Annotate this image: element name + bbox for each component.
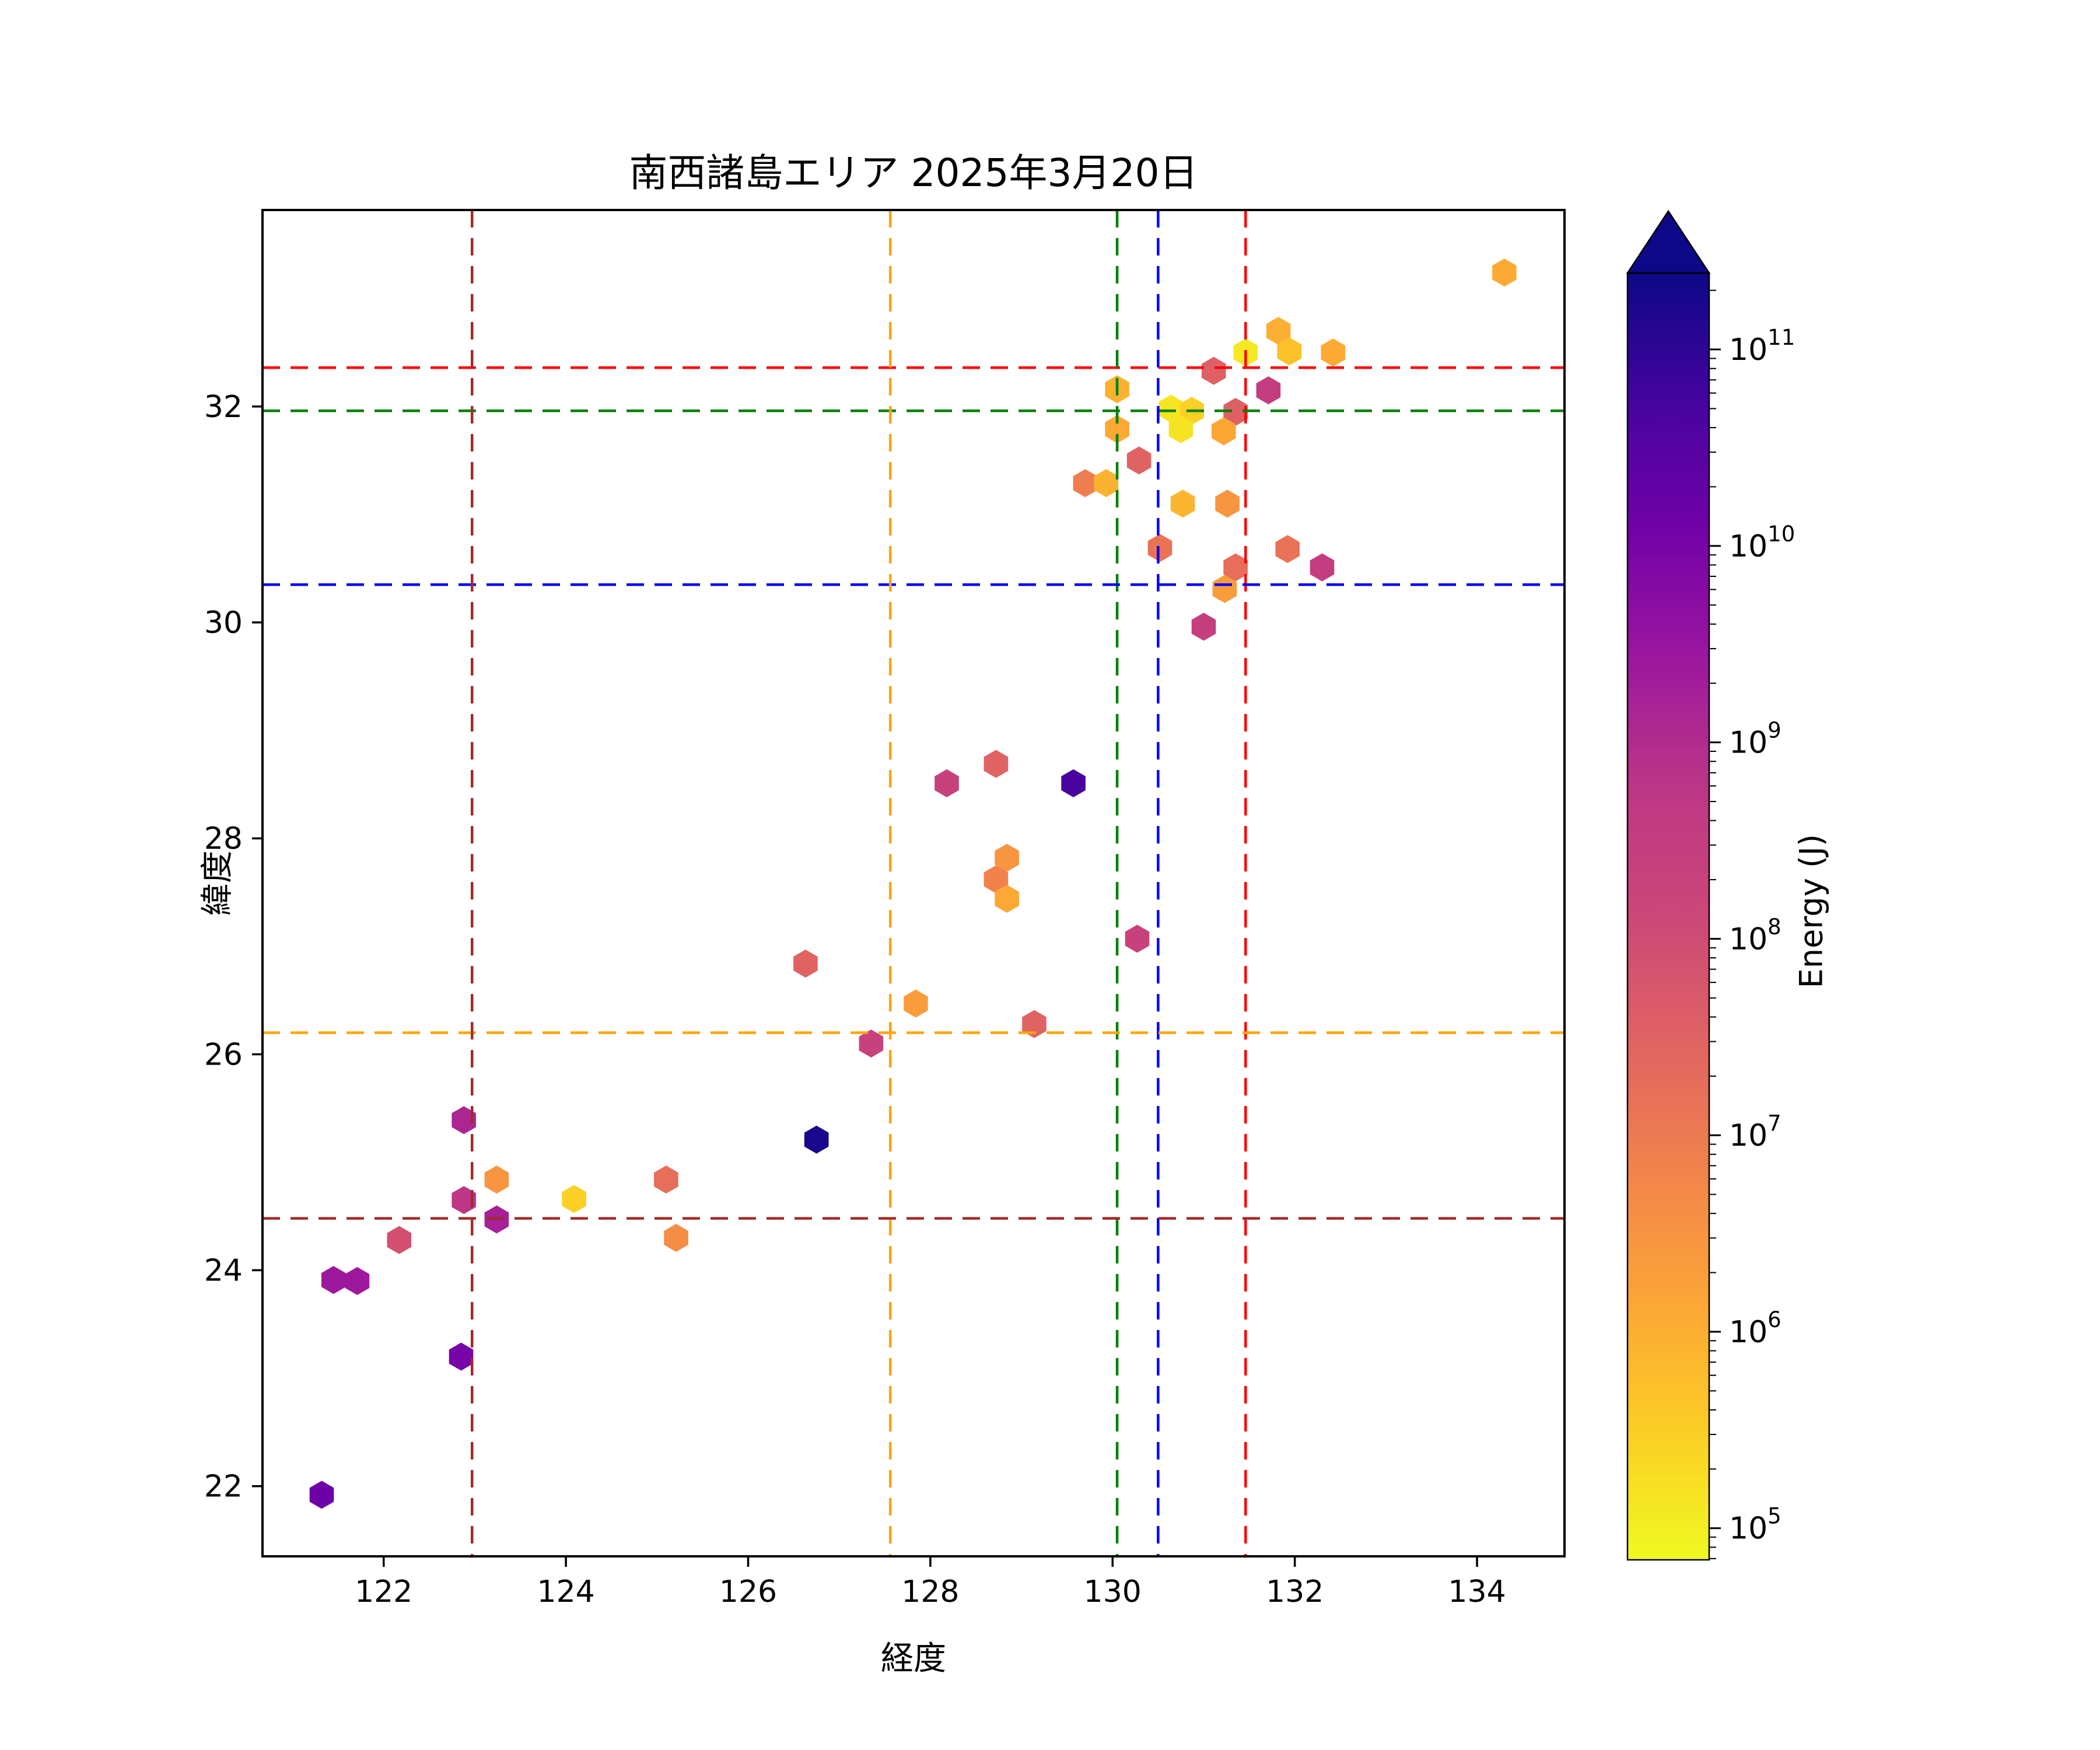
x-tick-label: 128 (901, 1574, 959, 1609)
colorbar-extend-arrow (1626, 209, 1711, 274)
data-point-hex (1223, 553, 1248, 582)
data-point-hex (1215, 489, 1240, 518)
data-point-hex (1105, 415, 1129, 443)
data-point-hex (1201, 356, 1226, 385)
data-point-hex (1191, 612, 1216, 641)
y-tick-label: 28 (204, 821, 243, 856)
data-point-hex (984, 865, 1009, 894)
data-point-hex (1147, 534, 1172, 562)
data-point-hex (654, 1166, 678, 1194)
data-point-hex (1492, 258, 1517, 287)
x-tick-label: 132 (1266, 1574, 1324, 1609)
y-tick-label: 24 (204, 1254, 243, 1289)
y-tick-label: 26 (204, 1037, 243, 1072)
data-point-hex (387, 1226, 412, 1254)
y-axis-label: 緯度 (198, 850, 237, 916)
colorbar-label: Energy (J) (1793, 834, 1830, 989)
colorbar: 105 106 107 108 109 1010 1011 (1626, 209, 1795, 1561)
x-tick-label: 124 (537, 1574, 594, 1609)
data-point-hex (345, 1267, 370, 1295)
data-point-hex (449, 1342, 474, 1371)
y-tick-label: 30 (204, 606, 243, 640)
x-axis-label: 経度 (881, 1640, 946, 1678)
data-point-hex (984, 750, 1009, 778)
x-tick-label: 122 (355, 1574, 412, 1609)
colorbar-tick-label: 1011 (1729, 325, 1795, 368)
colorbar-tick-label: 109 (1729, 718, 1782, 761)
data-point-hex (321, 1266, 346, 1294)
data-point-hex (1266, 317, 1291, 345)
colorbar-tick-label: 108 (1729, 914, 1782, 957)
data-point-hex (1061, 769, 1086, 797)
data-point-hex (309, 1480, 334, 1509)
plot-area: 122 124 126 128 130 132 134 22 24 26 28 30 32 (204, 209, 1566, 1609)
plot-border (261, 209, 1566, 1558)
data-point-hex (1212, 575, 1237, 603)
data-point-hex (484, 1166, 509, 1194)
y-tick-label: 32 (204, 390, 243, 425)
data-point-hex (1125, 925, 1150, 953)
data-point-hex (1275, 535, 1300, 564)
data-point-hex (1223, 398, 1248, 426)
data-point-hex (562, 1185, 586, 1213)
data-point-hex (1168, 415, 1194, 443)
chart-title: 南西諸島エリア 2025年3月20日 (629, 150, 1198, 195)
data-point-hex (664, 1224, 688, 1252)
colorbar-tick-label: 106 (1729, 1307, 1782, 1350)
data-point-hex (1073, 469, 1098, 498)
colorbar-tick-label: 105 (1729, 1504, 1782, 1546)
data-point-hex (995, 884, 1019, 913)
data-point-hex (1126, 446, 1152, 475)
data-point-hex (1310, 553, 1335, 582)
data-point-hex (1170, 489, 1195, 518)
data-point-hex (1158, 394, 1183, 423)
data-point-hex (935, 769, 959, 797)
data-point-hex (1022, 1010, 1046, 1038)
data-point-hex (1321, 338, 1346, 367)
data-point-hex (804, 1125, 829, 1154)
data-point-hex (1094, 469, 1119, 498)
data-point-hex (1212, 417, 1236, 446)
colorbar-gradient (1628, 273, 1709, 1560)
data-point-hex (1256, 376, 1281, 405)
data-point-hex (1277, 337, 1302, 366)
data-point-hex (793, 949, 818, 978)
data-point-hex (452, 1186, 476, 1214)
x-tick-label: 134 (1448, 1574, 1506, 1609)
x-tick-label: 126 (719, 1574, 777, 1609)
colorbar-tick-label: 1010 (1729, 522, 1795, 564)
y-tick-label: 22 (204, 1469, 243, 1504)
data-point-hex (859, 1029, 884, 1058)
x-tick-label: 130 (1084, 1574, 1142, 1609)
data-point-hex (904, 989, 928, 1018)
colorbar-tick-label: 107 (1729, 1111, 1782, 1153)
data-point-hex (995, 844, 1019, 872)
colorbar-outline (1626, 272, 1710, 1561)
data-point-hex (452, 1106, 476, 1135)
